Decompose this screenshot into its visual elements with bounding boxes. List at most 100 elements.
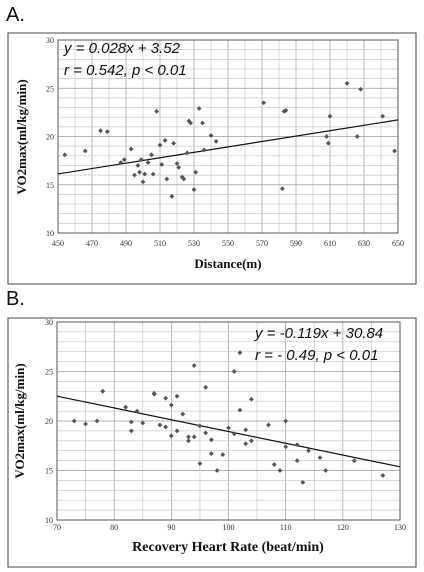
x-tick-label: 470 [86, 239, 98, 248]
chart-a: 450 470 490 510 530 550 570 590 610 630 650 10 15 20 2… [7, 32, 417, 285]
data-point [294, 458, 300, 463]
data-point [325, 140, 331, 146]
panel-a-label: A. [6, 4, 25, 26]
data-point [184, 150, 190, 156]
data-point [128, 419, 134, 425]
data-point [188, 120, 193, 126]
data-point [163, 424, 169, 430]
chart-a-stats: r = 0.542, p < 0.01 [64, 62, 187, 79]
data-point [174, 393, 180, 399]
data-point [186, 438, 191, 444]
x-tick-label: 80 [110, 523, 118, 532]
data-point [138, 157, 144, 163]
data-point [283, 108, 289, 113]
chart-b: 70 80 90 100 110 120 130 10 15 20 25 30 y = -0.119x … [7, 317, 417, 568]
data-point [200, 120, 205, 126]
x-tick-label: 490 [120, 239, 132, 248]
data-point [137, 169, 142, 175]
x-tick-label: 650 [392, 239, 404, 248]
data-point [94, 418, 100, 424]
data-point [121, 157, 127, 163]
x-tick-label: 100 [223, 523, 235, 532]
x-tick-label: 130 [394, 523, 406, 532]
chart-a-equation: y = 0.028x + 3.52 [63, 40, 181, 57]
data-point [140, 420, 146, 426]
x-tick-label: 630 [358, 239, 370, 248]
y-tick-label: 30 [46, 36, 54, 45]
chart-a-trendline [57, 119, 399, 175]
chart-b-equation: y = -0.119x + 30.84 [254, 325, 383, 342]
data-point [171, 140, 176, 146]
data-point [157, 142, 163, 148]
data-point [180, 411, 186, 417]
data-point [237, 350, 243, 356]
data-point [243, 441, 249, 447]
data-point [181, 176, 187, 182]
data-point [154, 109, 159, 114]
chart-a-plot-border [57, 39, 399, 234]
data-point [197, 423, 203, 429]
x-tick-label: 110 [280, 523, 292, 532]
data-point [208, 437, 214, 443]
data-point [208, 133, 214, 138]
data-point [132, 172, 137, 178]
data-point [327, 113, 333, 119]
data-point [123, 404, 128, 410]
data-point [174, 161, 180, 166]
chart-a-frame [7, 32, 417, 285]
y-tick-label: 15 [46, 181, 54, 190]
data-point [283, 418, 289, 424]
data-point [128, 146, 134, 152]
data-point [261, 100, 267, 106]
data-point [150, 171, 156, 177]
data-point [191, 187, 197, 192]
chart-b-stats: r = - 0.49, p < 0.01 [255, 347, 378, 364]
data-point [248, 438, 254, 444]
data-point [71, 418, 77, 424]
data-point [294, 442, 300, 448]
data-point [83, 421, 88, 427]
x-tick-label: 570 [256, 239, 268, 248]
y-tick-label: 25 [45, 368, 53, 377]
data-point [164, 176, 170, 182]
data-point [203, 430, 209, 436]
data-point [159, 162, 165, 167]
y-tick-label: 15 [45, 467, 53, 476]
data-point [226, 425, 231, 431]
data-point [203, 384, 209, 390]
data-point [186, 434, 191, 440]
data-point [231, 431, 237, 437]
data-point [271, 462, 277, 467]
data-point [149, 152, 154, 158]
data-point [169, 193, 175, 199]
data-point [300, 479, 306, 485]
data-point [142, 171, 148, 177]
data-point [98, 128, 103, 134]
data-point [243, 427, 249, 433]
data-point [145, 160, 151, 165]
data-point [62, 152, 68, 158]
data-point [176, 164, 182, 170]
data-point [140, 179, 146, 185]
data-point [280, 186, 285, 192]
chart-b-x-title: Recovery Heart Rate (beat/min) [132, 540, 324, 555]
x-tick-label: 590 [290, 239, 302, 248]
data-point [201, 147, 207, 153]
data-point [392, 148, 397, 154]
data-point [231, 369, 237, 374]
x-tick-label: 550 [222, 239, 234, 248]
x-tick-label: 610 [324, 239, 336, 248]
data-point [197, 461, 203, 466]
data-point [100, 388, 106, 394]
chart-a-points [62, 81, 397, 199]
data-point [82, 148, 88, 154]
data-point [128, 428, 134, 434]
y-tick-label: 20 [45, 417, 53, 426]
x-tick-label: 450 [52, 239, 64, 248]
chart-b-plot-border [56, 321, 401, 521]
x-tick-label: 530 [188, 239, 200, 248]
data-point [323, 468, 329, 473]
chart-b-frame [7, 317, 417, 568]
data-point [317, 455, 323, 461]
x-tick-label: 90 [167, 523, 175, 532]
